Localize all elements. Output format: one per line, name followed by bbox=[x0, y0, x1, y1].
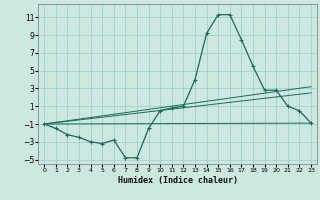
X-axis label: Humidex (Indice chaleur): Humidex (Indice chaleur) bbox=[118, 176, 238, 185]
